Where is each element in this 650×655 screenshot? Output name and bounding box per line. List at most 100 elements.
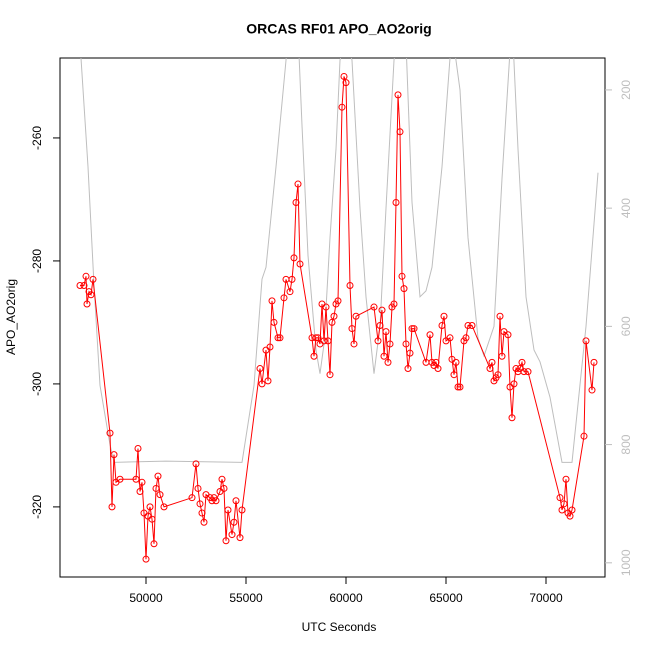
data-point (406, 349, 414, 357)
data-point (452, 358, 460, 366)
series-line (80, 76, 595, 560)
data-point (192, 460, 200, 468)
data-point (590, 358, 598, 366)
plot-frame (59, 57, 606, 578)
data-point (276, 334, 284, 342)
data-point (320, 337, 328, 345)
data-point (580, 432, 588, 440)
data-point (348, 325, 356, 333)
data-point (296, 260, 304, 268)
data-point (288, 275, 296, 283)
data-point (134, 444, 142, 452)
data-point (152, 484, 160, 492)
data-point (156, 491, 164, 499)
y-tick-label: -280 (30, 249, 44, 273)
data-point (328, 318, 336, 326)
data-point (382, 328, 390, 336)
data-point (268, 297, 276, 305)
data-point (83, 300, 91, 308)
data-point (370, 303, 378, 311)
data-point (456, 383, 464, 391)
data-point (146, 503, 154, 511)
data-point (106, 429, 114, 437)
data-point (212, 497, 220, 505)
data-point (566, 512, 574, 520)
data-point (160, 503, 168, 511)
data-point (464, 321, 472, 329)
data-point (498, 352, 506, 360)
data-point (294, 180, 302, 188)
data-point (342, 79, 350, 87)
data-point (338, 103, 346, 111)
data-point (230, 518, 238, 526)
data-point (322, 303, 330, 311)
data-point (194, 484, 202, 492)
data-point (440, 312, 448, 320)
data-point (462, 334, 470, 342)
data-point (110, 451, 118, 459)
data-point (238, 506, 246, 514)
data-point (138, 478, 146, 486)
data-point (266, 343, 274, 351)
data-point (340, 72, 348, 80)
data-point (426, 331, 434, 339)
data-point (154, 472, 162, 480)
data-point (392, 199, 400, 207)
x-tick-label: 65000 (429, 591, 463, 605)
data-point (390, 300, 398, 308)
data-point (438, 321, 446, 329)
data-point (350, 340, 358, 348)
data-point (108, 503, 116, 511)
data-point (312, 334, 320, 342)
data-point (378, 306, 386, 314)
data-point (556, 494, 564, 502)
x-tick-label: 70000 (529, 591, 563, 605)
y2-tick-label: 600 (619, 316, 633, 336)
x-tick-label: 55000 (229, 591, 263, 605)
data-point (374, 337, 382, 345)
data-point (286, 288, 294, 296)
data-point (376, 321, 384, 329)
data-point (496, 312, 504, 320)
data-point (270, 318, 278, 326)
data-point (76, 282, 84, 290)
data-point (256, 365, 264, 373)
data-point (410, 325, 418, 333)
y2-tick-label: 800 (619, 434, 633, 454)
data-point (148, 515, 156, 523)
x-axis-label: UTC Seconds (302, 620, 377, 634)
data-point (562, 475, 570, 483)
data-point (434, 365, 442, 373)
y2-tick-label: 200 (619, 80, 633, 100)
x-tick-label: 60000 (329, 591, 363, 605)
data-point (432, 358, 440, 366)
data-point (196, 500, 204, 508)
data-point (386, 340, 394, 348)
y2-tick-label: 1000 (619, 549, 633, 576)
data-point (142, 555, 150, 563)
chart-title: ORCAS RF01 APO_AO2orig (246, 21, 431, 37)
series-line (80, 58, 599, 463)
data-point (290, 254, 298, 262)
data-point (488, 358, 496, 366)
data-point (324, 337, 332, 345)
data-point (346, 282, 354, 290)
plot-area (76, 58, 599, 563)
y-tick-label: -260 (30, 126, 44, 150)
data-point (280, 294, 288, 302)
data-point (384, 358, 392, 366)
data-point (400, 285, 408, 293)
data-point (136, 488, 144, 496)
data-point (274, 334, 282, 342)
data-point (560, 500, 568, 508)
y2-tick-label: 400 (619, 198, 633, 218)
data-point (87, 291, 95, 299)
data-point (394, 91, 402, 99)
data-point (310, 352, 318, 360)
data-point (518, 358, 526, 366)
data-point (236, 534, 244, 542)
data-point (200, 518, 208, 526)
data-point (258, 380, 266, 388)
data-point (468, 321, 476, 329)
